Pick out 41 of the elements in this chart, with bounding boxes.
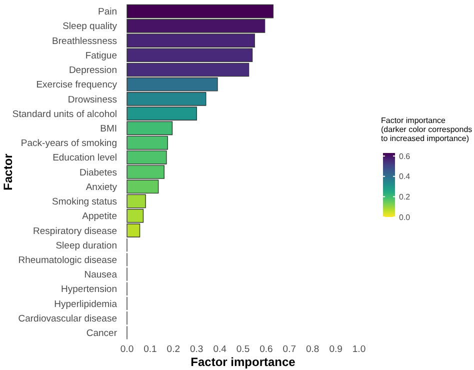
- color-bar-label: 0.2: [399, 192, 411, 202]
- x-tick-label: 0.2: [166, 344, 180, 355]
- y-tick-label: Education level: [52, 152, 117, 164]
- y-tick-label: Cancer: [86, 328, 117, 340]
- x-tick-label: 0.6: [260, 344, 273, 355]
- y-axis-title: Factor: [1, 153, 15, 190]
- y-tick-label: Appetite: [82, 211, 117, 222]
- y-tick-label: Rheumatologic disease: [18, 254, 117, 266]
- x-tick-label: 0.1: [144, 344, 157, 355]
- color-bar-label: 0.4: [399, 172, 411, 182]
- y-tick-label: Sleep duration: [56, 240, 117, 252]
- y-tick-label: Pain: [98, 6, 117, 18]
- y-tick-label: Standard units of alcohol: [12, 108, 117, 120]
- y-tick-label: Respiratory disease: [33, 226, 117, 237]
- y-tick-label: Hyperlipidemia: [54, 298, 118, 310]
- y-tick-label: Hypertension: [61, 284, 117, 296]
- y-tick-label: Sleep quality: [62, 21, 118, 32]
- y-tick-label: Fatigue: [85, 50, 117, 62]
- y-tick-label: Smoking status: [52, 196, 118, 208]
- x-tick-label: 0.4: [213, 344, 226, 355]
- x-tick-label: 0.7: [282, 344, 296, 355]
- y-tick-label: BMI: [100, 124, 117, 134]
- y-tick-label: Pack-years of smoking: [20, 138, 117, 150]
- y-tick-label: Nausea: [84, 270, 118, 281]
- x-axis-title: Factor importance: [190, 355, 296, 369]
- y-tick-label: Anxiety: [86, 182, 118, 193]
- y-tick-label: Drowsiness: [68, 94, 118, 106]
- color-bar-title: Factor importance (darker color corresponds to increased importance): [381, 116, 472, 143]
- x-tick-label: 1.0: [352, 344, 366, 355]
- y-tick-label: Cardiovascular disease: [18, 313, 117, 324]
- y-tick-label: Breathlessness: [52, 36, 118, 47]
- y-tick-label: Diabetes: [80, 167, 118, 178]
- color-bar-label: 0.6: [399, 152, 411, 161]
- y-tick-label: Depression: [68, 65, 117, 76]
- color-bar-label: 0.0: [399, 212, 411, 222]
- x-tick-label: 0.3: [190, 344, 204, 355]
- x-tick-label: 0.9: [329, 344, 342, 355]
- x-tick-label: 0.0: [120, 344, 134, 355]
- x-tick-label: 0.5: [236, 344, 250, 355]
- y-tick-label: Exercise frequency: [36, 80, 118, 91]
- x-tick-label: 0.8: [306, 344, 320, 355]
